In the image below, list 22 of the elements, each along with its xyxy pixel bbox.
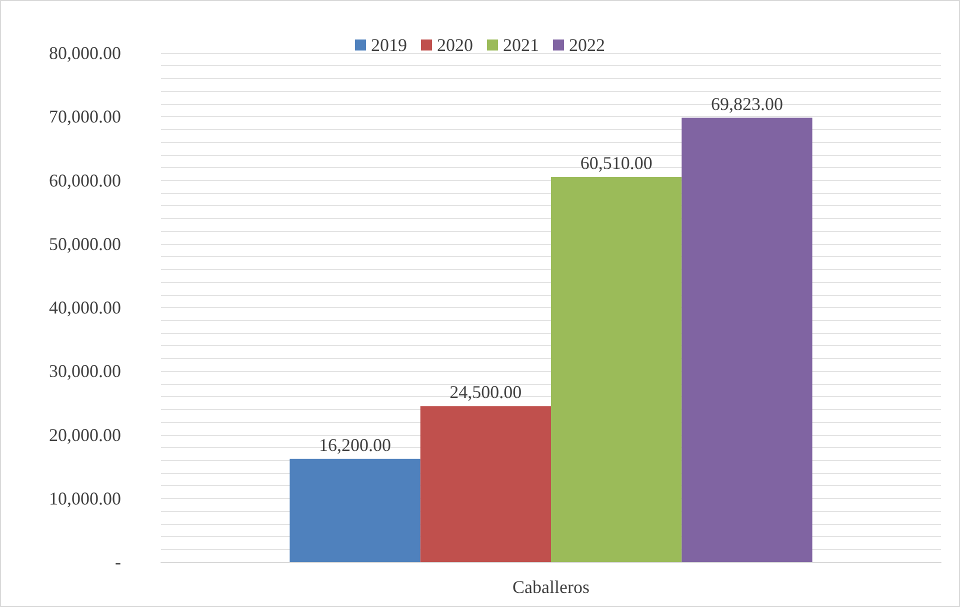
data-label: 60,510.00: [580, 153, 652, 174]
y-tick-label: 20,000.00: [49, 424, 121, 445]
bar: [551, 177, 682, 562]
bar: [420, 406, 551, 562]
y-tick-label: 70,000.00: [49, 106, 121, 127]
y-tick-label: 30,000.00: [49, 361, 121, 382]
x-tick-label: Caballeros: [512, 577, 590, 597]
bar: [682, 118, 812, 562]
y-tick-label: 80,000.00: [49, 43, 121, 63]
data-label: 16,200.00: [319, 434, 392, 455]
legend-label: 2022: [569, 35, 605, 55]
bar: [290, 458, 420, 562]
y-tick-label: 60,000.00: [49, 170, 121, 190]
data-label: 69,823.00: [710, 94, 783, 114]
data-label: 24,500.00: [450, 382, 522, 402]
y-tick-label: 50,000.00: [49, 234, 121, 254]
legend-label: 2021: [503, 35, 539, 55]
y-tick-label: -: [115, 552, 121, 572]
y-tick-label: 40,000.00: [49, 298, 121, 318]
legend-label: 2019: [371, 35, 407, 55]
y-tick-label: 10,000.00: [49, 488, 121, 508]
legend-label: 2020: [437, 35, 473, 55]
